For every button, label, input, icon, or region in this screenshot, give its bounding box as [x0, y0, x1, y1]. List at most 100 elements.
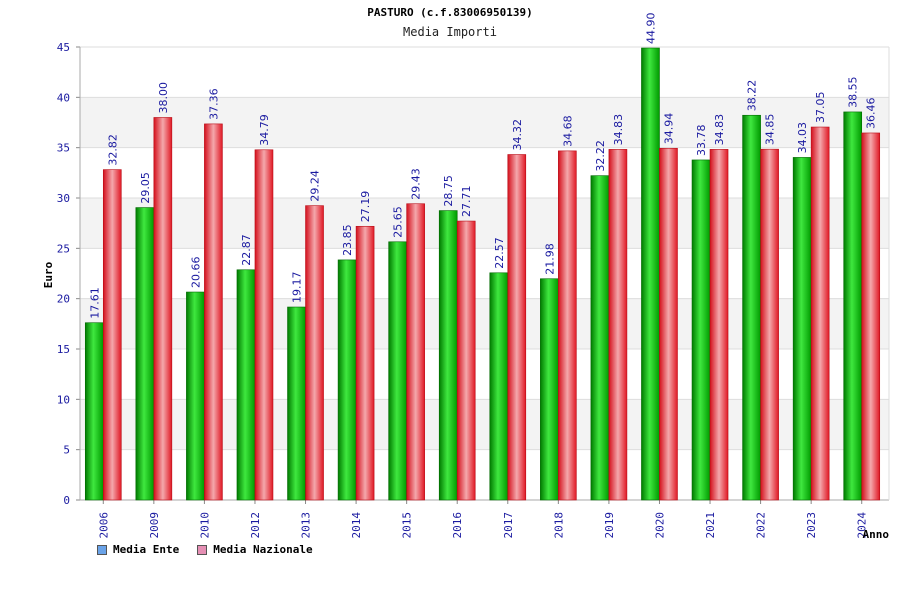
data-label-nazionale: 34.68 — [561, 115, 574, 147]
legend-item-nazionale: Media Nazionale — [197, 543, 313, 556]
bar-media-ente — [135, 207, 155, 501]
legend-label-ente: Media Ente — [113, 543, 180, 556]
y-tick-label: 5 — [63, 444, 70, 457]
data-label-nazionale: 34.83 — [713, 114, 726, 146]
data-label-ente: 33.78 — [695, 124, 708, 156]
bar-media-ente — [337, 259, 357, 501]
bar-media-nazionale — [760, 148, 779, 501]
data-label-ente: 23.85 — [341, 224, 354, 256]
bar-media-ente — [489, 272, 509, 501]
bar-media-ente — [236, 269, 256, 501]
data-label-ente: 22.87 — [240, 234, 253, 266]
data-label-nazionale: 37.36 — [207, 88, 220, 120]
data-label-ente: 21.98 — [543, 243, 556, 275]
bar-media-ente — [691, 159, 711, 501]
bar-media-nazionale — [254, 149, 274, 501]
x-tick-label: 2013 — [300, 512, 313, 539]
x-tick-label: 2022 — [755, 512, 768, 539]
chart-title: PASTURO (c.f.83006950139) — [367, 6, 533, 19]
data-label-nazionale: 34.85 — [764, 114, 777, 146]
bar-media-ente — [84, 322, 104, 501]
bar-media-nazionale — [709, 149, 729, 501]
bar-media-nazionale — [355, 225, 375, 501]
chart-subtitle: Media Importi — [403, 25, 497, 39]
data-label-nazionale: 37.05 — [814, 92, 827, 124]
data-label-ente: 32.22 — [594, 140, 607, 172]
bar-media-ente — [438, 210, 458, 501]
x-tick-label: 2017 — [502, 512, 515, 539]
bar-media-ente — [287, 306, 306, 501]
data-label-nazionale: 34.32 — [511, 119, 524, 151]
x-tick-label: 2014 — [350, 512, 363, 539]
bar-media-nazionale — [659, 147, 678, 501]
bar-media-nazionale — [204, 123, 223, 501]
bar-media-ente — [641, 47, 660, 501]
data-label-nazionale: 34.79 — [258, 114, 271, 146]
x-tick-label: 2012 — [249, 512, 262, 539]
legend-label-nazionale: Media Nazionale — [213, 543, 313, 556]
y-tick-label: 35 — [57, 142, 70, 155]
x-tick-label: 2009 — [148, 512, 161, 539]
x-tick-label: 2023 — [805, 512, 818, 539]
y-tick-label: 25 — [57, 242, 70, 255]
data-label-nazionale: 38.00 — [157, 82, 170, 114]
bar-media-nazionale — [102, 169, 122, 501]
bars — [84, 47, 881, 501]
x-tick-label: 2010 — [198, 512, 211, 539]
bar-media-nazionale — [810, 126, 830, 501]
bar-media-nazionale — [406, 203, 425, 501]
data-label-ente: 20.66 — [189, 257, 202, 289]
bar-media-ente — [388, 241, 407, 501]
x-tick-label: 2015 — [401, 512, 414, 539]
tick-labels: 0 5 10 15 20 25 30 35 40 45 2006 2009 2010 2012 2013 20… — [57, 41, 869, 539]
data-label-nazionale: 29.24 — [309, 170, 322, 202]
bar-media-nazionale — [861, 132, 881, 501]
bar-media-nazionale — [507, 154, 527, 501]
data-label-ente: 25.65 — [392, 206, 405, 238]
bar-media-nazionale — [456, 220, 476, 501]
data-label-ente: 34.03 — [796, 122, 809, 154]
bar-media-nazionale — [305, 205, 324, 501]
data-label-nazionale: 34.94 — [662, 113, 675, 145]
data-label-nazionale: 29.43 — [410, 168, 423, 200]
data-label-nazionale: 36.46 — [865, 97, 878, 129]
bar-media-ente — [843, 111, 863, 501]
data-label-ente: 38.22 — [746, 80, 759, 112]
legend-item-ente: Media Ente — [97, 543, 179, 556]
bar-media-ente — [186, 291, 205, 501]
x-axis-label: Anno — [863, 528, 890, 541]
bar-media-ente — [792, 157, 812, 501]
x-tick-label: 2020 — [653, 512, 666, 539]
bar-media-nazionale — [558, 150, 577, 501]
data-label-ente: 28.75 — [442, 175, 455, 207]
x-tick-label: 2018 — [552, 512, 565, 539]
x-tick-label: 2019 — [603, 512, 616, 539]
x-tick-label: 2021 — [704, 512, 717, 539]
data-label-ente: 22.57 — [493, 237, 506, 269]
data-label-ente: 19.17 — [291, 272, 304, 304]
y-tick-label: 15 — [57, 343, 70, 356]
bar-media-nazionale — [153, 117, 173, 501]
data-label-ente: 29.05 — [139, 172, 152, 204]
y-tick-label: 40 — [57, 91, 70, 104]
data-label-ente: 17.61 — [88, 287, 101, 319]
legend: Media Ente Media Nazionale — [97, 543, 313, 556]
y-tick-label: 30 — [57, 192, 70, 205]
y-tick-label: 10 — [57, 393, 70, 406]
data-label-ente: 44.90 — [644, 13, 657, 45]
y-tick-label: 0 — [63, 494, 70, 507]
data-label-nazionale: 32.82 — [106, 134, 119, 166]
data-labels: 17.61 32.82 29.05 38.00 20.66 37.36 22.87 34.79… — [88, 13, 877, 319]
y-tick-label: 45 — [57, 41, 70, 54]
bar-media-nazionale — [608, 149, 628, 501]
data-label-nazionale: 27.71 — [460, 186, 473, 218]
y-axis-label: Euro — [42, 261, 55, 288]
data-label-nazionale: 27.19 — [359, 191, 372, 223]
x-tick-label: 2006 — [97, 512, 110, 539]
x-tick-label: 2024 — [856, 512, 869, 539]
data-label-nazionale: 34.83 — [612, 114, 625, 146]
bar-media-ente — [590, 175, 610, 501]
y-tick-label: 20 — [57, 293, 70, 306]
bar-media-ente — [540, 278, 559, 501]
